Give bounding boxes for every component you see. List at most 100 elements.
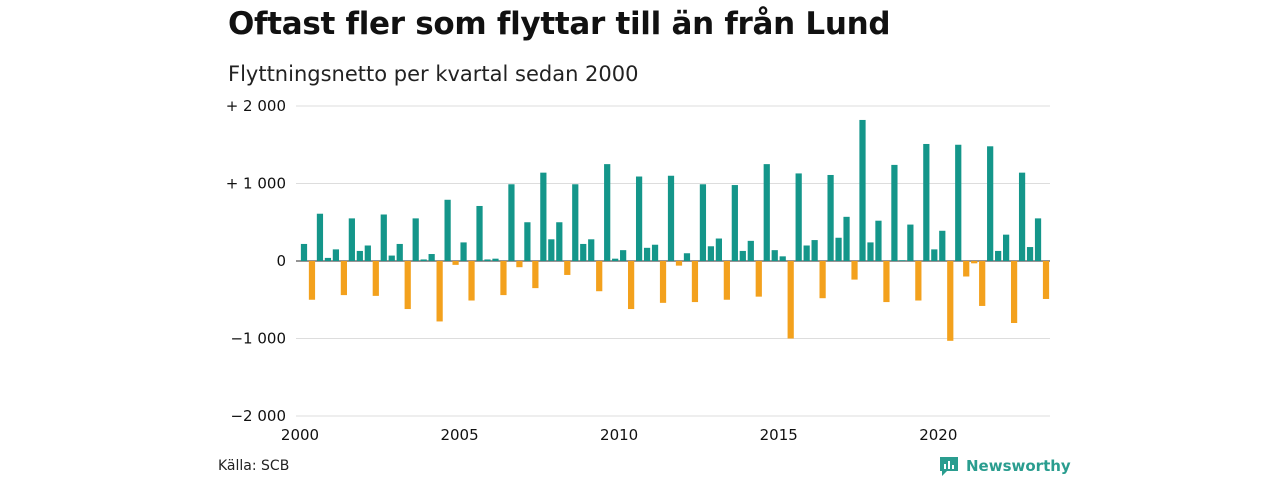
bar: [691, 261, 699, 303]
bar: [516, 261, 523, 268]
bar: [979, 261, 986, 306]
bar: [995, 250, 1002, 261]
bar: [755, 261, 762, 297]
bar: [907, 224, 914, 261]
bar: [667, 175, 675, 261]
bar: [891, 164, 898, 261]
bar: [612, 258, 619, 261]
y-tick-label: + 2 000: [226, 97, 286, 115]
bar: [372, 261, 379, 296]
bar: [1003, 234, 1010, 261]
bar: [747, 240, 754, 261]
bar: [404, 261, 411, 310]
x-tick-label: 2010: [600, 426, 638, 444]
bar: [564, 261, 571, 275]
x-tick-label: 2020: [919, 426, 957, 444]
bar: [492, 258, 499, 261]
bar: [739, 250, 746, 261]
x-tick-label: 2000: [281, 426, 319, 444]
bar: [540, 172, 547, 261]
bar: [963, 261, 970, 277]
bar: [388, 255, 395, 261]
bar: [675, 261, 683, 266]
bar: [835, 237, 842, 261]
bar: [324, 257, 332, 261]
bar: [763, 164, 770, 261]
bar: [444, 199, 451, 261]
bar: [620, 250, 627, 261]
bar: [635, 176, 643, 261]
bar: [867, 242, 874, 261]
bar: [859, 119, 866, 261]
bar: [699, 184, 707, 261]
bar: [827, 174, 834, 261]
brand-name: Newsworthy: [966, 457, 1071, 475]
bar: [819, 261, 826, 299]
bar: [588, 239, 595, 261]
bar: [723, 261, 730, 300]
bar: [1034, 218, 1042, 261]
chart-subtitle: Flyttningsnetto per kvartal sedan 2000: [228, 62, 639, 86]
brand-logo[interactable]: Newsworthy: [938, 455, 1071, 477]
bar: [883, 261, 890, 303]
bar: [300, 243, 308, 261]
bar: [771, 250, 778, 261]
bar: [596, 261, 603, 292]
bar: [899, 260, 906, 261]
bar: [340, 261, 347, 296]
bar: [524, 222, 531, 261]
bar: [651, 244, 659, 261]
bar: [308, 261, 316, 300]
bar: [1042, 261, 1050, 299]
bar: [348, 218, 355, 261]
bar: [731, 185, 738, 261]
bar: [923, 143, 930, 261]
bar: [787, 261, 794, 339]
x-tick-label: 2005: [440, 426, 478, 444]
bar: [931, 249, 938, 261]
bar: [643, 247, 651, 261]
bar: [500, 261, 507, 296]
bar: [715, 238, 722, 261]
bar: [396, 243, 403, 261]
bar: [803, 245, 810, 261]
bar: [436, 261, 443, 322]
bar: [332, 249, 340, 261]
bar: [811, 240, 818, 261]
y-tick-label: −2 000: [230, 407, 286, 425]
bar: [356, 250, 363, 261]
bar: [971, 261, 978, 264]
bar: [795, 173, 802, 261]
bar: [843, 216, 850, 261]
newsworthy-logo-icon: [940, 457, 958, 476]
bar: [428, 254, 435, 261]
bar: [707, 246, 715, 261]
bar: [420, 259, 427, 261]
bar: [659, 261, 667, 303]
bar: [987, 146, 994, 261]
bar: [460, 242, 467, 261]
bar: [380, 214, 387, 261]
bar: [580, 243, 587, 261]
bar: [452, 261, 459, 265]
chart-title: Oftast fler som flyttar till än från Lun…: [228, 6, 891, 42]
bar: [947, 261, 954, 341]
bar: [779, 256, 786, 261]
y-tick-label: + 1 000: [226, 175, 286, 193]
y-tick-label: −1 000: [230, 330, 286, 348]
bar: [364, 245, 371, 261]
bar: [476, 205, 483, 261]
bar: [548, 239, 555, 261]
source-note: Källa: SCB: [218, 458, 290, 474]
bar: [1026, 247, 1034, 261]
bar: [412, 218, 419, 261]
y-tick-label: 0: [276, 252, 286, 270]
bar: [875, 220, 882, 261]
x-tick-label: 2015: [760, 426, 798, 444]
bar: [628, 261, 635, 310]
bar: [851, 261, 858, 280]
bar: [683, 253, 691, 261]
bar: [604, 164, 611, 261]
bar: [532, 261, 539, 289]
